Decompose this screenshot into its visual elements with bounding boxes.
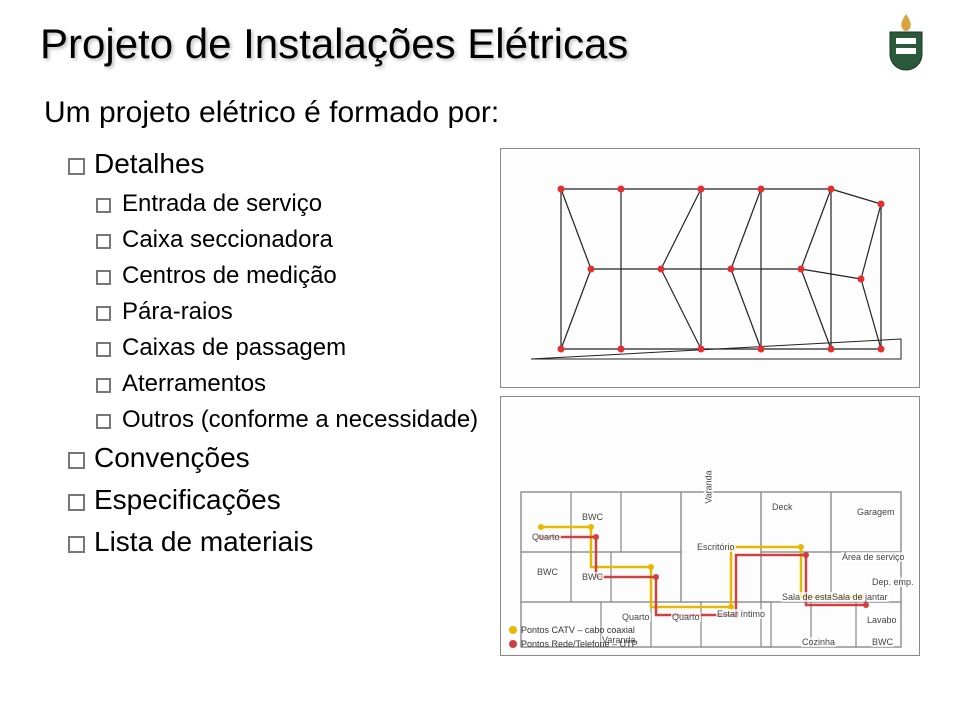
list-item: Aterramentos (96, 370, 480, 398)
room-label: Varanda (704, 469, 714, 504)
room-label: Quarto (671, 612, 701, 622)
institution-logo-icon (882, 12, 930, 72)
slide-container: Projeto de Instalações Elétricas Um proj… (0, 0, 960, 718)
room-label: Sala de estar (781, 592, 836, 602)
floorplan-diagram: Quarto BWC BWC BWC Quarto Quarto Varanda Escrit… (500, 396, 920, 656)
room-label: Lavabo (866, 615, 898, 625)
list-item: Caixa seccionadora (96, 226, 480, 254)
isometric-svg-icon (501, 149, 921, 389)
list-item: Entrada de serviço (96, 190, 480, 218)
list-item: Convenções (68, 442, 480, 474)
slide-subtitle: Um projeto elétrico é formado por: (44, 96, 920, 130)
list-item: Especificações (68, 484, 480, 516)
legend: Pontos CATV – cabo coaxial Pontos Rede/Te… (509, 625, 638, 649)
room-label: Deck (771, 502, 794, 512)
legend-item: Pontos Rede/Telefone – UTP (509, 639, 638, 649)
room-label: Área de serviço (841, 552, 906, 562)
list-item: Detalhes (68, 148, 480, 180)
room-label: BWC (581, 572, 604, 582)
bullet-list-level1-head: Detalhes (68, 148, 480, 180)
room-label: Garagem (856, 507, 896, 517)
floorplan-svg-icon (501, 397, 921, 657)
slide-title: Projeto de Instalações Elétricas (40, 20, 920, 68)
diagram-area: Quarto BWC BWC BWC Quarto Quarto Varanda Escrit… (500, 148, 920, 656)
legend-text: Pontos Rede/Telefone – UTP (521, 639, 638, 649)
isometric-diagram (500, 148, 920, 388)
legend-dot-icon (509, 640, 517, 648)
room-label: Dep. emp. (871, 577, 915, 587)
list-item: Lista de materiais (68, 526, 480, 558)
list-item: Pára-raios (96, 298, 480, 326)
list-item: Centros de medição (96, 262, 480, 290)
room-label: BWC (871, 637, 894, 647)
bullet-list-level1-tail: Convenções Especificações Lista de mater… (68, 442, 480, 558)
room-label: BWC (536, 567, 559, 577)
room-label: BWC (581, 512, 604, 522)
room-label: Cozinha (801, 637, 836, 647)
room-label: Quarto (531, 532, 561, 542)
list-item: Outros (conforme a necessidade) (96, 406, 480, 434)
legend-dot-icon (509, 626, 517, 634)
room-label: Escritório (696, 542, 736, 552)
room-label: Quarto (621, 612, 651, 622)
bullet-list-level2: Entrada de serviço Caixa seccionadora Ce… (96, 190, 480, 434)
room-label: Sala de jantar (831, 592, 889, 602)
content-area: Detalhes Entrada de serviço Caixa seccio… (40, 148, 920, 656)
list-area: Detalhes Entrada de serviço Caixa seccio… (40, 148, 480, 656)
room-label: Estar íntimo (716, 609, 766, 619)
legend-item: Pontos CATV – cabo coaxial (509, 625, 638, 635)
legend-text: Pontos CATV – cabo coaxial (521, 625, 635, 635)
list-item: Caixas de passagem (96, 334, 480, 362)
